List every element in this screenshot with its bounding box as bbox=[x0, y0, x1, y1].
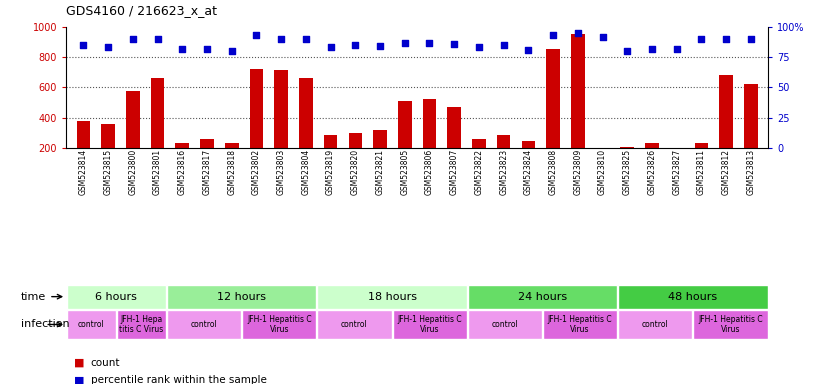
Point bbox=[274, 36, 287, 42]
Text: control: control bbox=[191, 320, 217, 329]
Point bbox=[324, 45, 337, 51]
Point bbox=[596, 33, 609, 40]
Bar bbox=[744, 84, 757, 148]
Text: ■: ■ bbox=[74, 358, 85, 368]
Point bbox=[572, 30, 585, 36]
Bar bbox=[126, 91, 140, 148]
Bar bbox=[373, 131, 387, 148]
Bar bbox=[175, 143, 189, 148]
Bar bbox=[543, 310, 617, 339]
Bar bbox=[398, 101, 411, 148]
Text: JFH-1 Hepatitis C
Virus: JFH-1 Hepatitis C Virus bbox=[698, 315, 763, 334]
Point bbox=[695, 36, 708, 42]
Point bbox=[102, 45, 115, 51]
Point bbox=[547, 32, 560, 38]
Bar bbox=[225, 143, 239, 148]
Point bbox=[225, 48, 239, 54]
Bar bbox=[620, 147, 634, 148]
Bar bbox=[274, 70, 288, 148]
Point bbox=[522, 47, 535, 53]
Bar bbox=[324, 135, 337, 148]
Text: JFH-1 Hepatitis C
Virus: JFH-1 Hepatitis C Virus bbox=[247, 315, 311, 334]
Bar bbox=[349, 134, 362, 148]
Text: JFH-1 Hepa
titis C Virus: JFH-1 Hepa titis C Virus bbox=[119, 315, 164, 334]
Point bbox=[299, 36, 312, 42]
Bar bbox=[618, 310, 692, 339]
Point bbox=[448, 41, 461, 47]
Bar bbox=[468, 285, 617, 309]
Bar bbox=[317, 285, 467, 309]
Text: 24 hours: 24 hours bbox=[518, 291, 567, 302]
Point bbox=[398, 40, 411, 46]
Text: 12 hours: 12 hours bbox=[217, 291, 266, 302]
Text: 48 hours: 48 hours bbox=[668, 291, 718, 302]
Bar bbox=[497, 135, 510, 148]
Text: count: count bbox=[91, 358, 121, 368]
Point bbox=[373, 43, 387, 49]
Text: ■: ■ bbox=[74, 375, 85, 384]
Point bbox=[249, 32, 263, 38]
Text: control: control bbox=[491, 320, 518, 329]
Bar bbox=[102, 124, 115, 148]
Bar bbox=[423, 99, 436, 148]
Bar bbox=[116, 310, 166, 339]
Point bbox=[151, 36, 164, 42]
Point bbox=[126, 36, 140, 42]
Point bbox=[201, 46, 214, 52]
Text: infection: infection bbox=[21, 319, 69, 329]
Text: control: control bbox=[341, 320, 368, 329]
Bar bbox=[167, 310, 241, 339]
Bar bbox=[695, 142, 708, 148]
Bar bbox=[317, 310, 392, 339]
Bar bbox=[618, 285, 767, 309]
Text: GDS4160 / 216623_x_at: GDS4160 / 216623_x_at bbox=[66, 4, 217, 17]
Bar bbox=[468, 310, 542, 339]
Text: JFH-1 Hepatitis C
Virus: JFH-1 Hepatitis C Virus bbox=[548, 315, 612, 334]
Bar bbox=[167, 285, 316, 309]
Text: 18 hours: 18 hours bbox=[368, 291, 416, 302]
Point bbox=[472, 45, 486, 51]
Point bbox=[719, 36, 733, 42]
Bar bbox=[472, 139, 486, 148]
Bar bbox=[200, 139, 214, 148]
Text: 6 hours: 6 hours bbox=[95, 291, 137, 302]
Text: percentile rank within the sample: percentile rank within the sample bbox=[91, 375, 267, 384]
Bar bbox=[77, 121, 90, 148]
Point bbox=[77, 42, 90, 48]
Bar bbox=[249, 69, 263, 148]
Bar bbox=[242, 310, 316, 339]
Point bbox=[645, 46, 658, 52]
Bar bbox=[546, 49, 560, 148]
Bar bbox=[719, 75, 733, 148]
Bar bbox=[521, 141, 535, 148]
Bar bbox=[645, 143, 659, 148]
Bar bbox=[299, 78, 313, 148]
Point bbox=[670, 46, 683, 52]
Point bbox=[176, 46, 189, 52]
Point bbox=[620, 48, 634, 54]
Point bbox=[497, 42, 510, 48]
Bar bbox=[392, 310, 467, 339]
Bar bbox=[151, 78, 164, 148]
Bar bbox=[694, 310, 767, 339]
Point bbox=[349, 42, 362, 48]
Point bbox=[423, 40, 436, 46]
Bar bbox=[448, 107, 461, 148]
Text: time: time bbox=[21, 291, 62, 302]
Text: JFH-1 Hepatitis C
Virus: JFH-1 Hepatitis C Virus bbox=[397, 315, 462, 334]
Bar bbox=[596, 148, 610, 149]
Text: control: control bbox=[78, 320, 105, 329]
Bar bbox=[67, 310, 116, 339]
Point bbox=[744, 36, 757, 42]
Bar bbox=[67, 285, 166, 309]
Bar bbox=[571, 35, 585, 148]
Text: control: control bbox=[642, 320, 669, 329]
